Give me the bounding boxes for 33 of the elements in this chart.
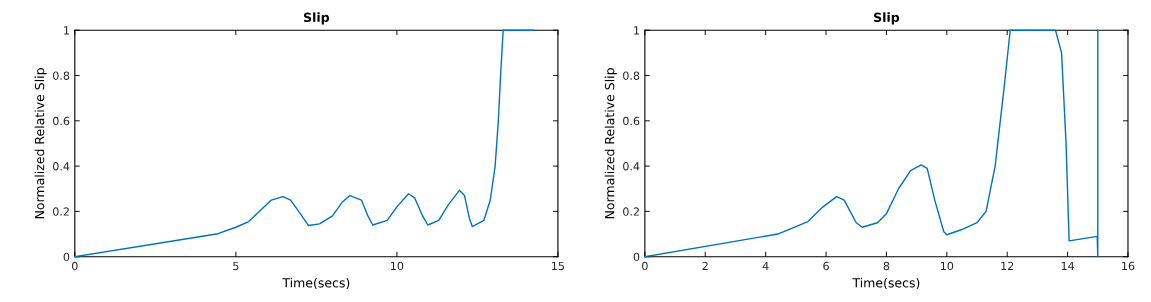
chart-title: Slip <box>304 12 330 25</box>
x-tick-label: 8 <box>883 261 890 271</box>
y-tick-label: 1 <box>64 26 69 35</box>
x-tick-label: 12 <box>1001 261 1014 270</box>
y-tick-label: 0 <box>633 252 640 262</box>
x-tick-label: 15 <box>552 261 565 271</box>
y-axis-title: Normalized Relative Slip <box>34 68 47 219</box>
x-tick-label: 2 <box>702 261 708 270</box>
y-tick-label: 0.6 <box>623 116 640 126</box>
y-tick-label: 0.4 <box>623 162 640 171</box>
y-tick-label: 0.8 <box>53 71 70 80</box>
x-axis-title: Time(secs) <box>852 277 920 290</box>
x-tick-label: 14 <box>1061 261 1075 270</box>
x-tick-label: 4 <box>762 261 769 270</box>
x-tick-label: 5 <box>233 261 239 271</box>
chart-title: Slip <box>874 12 900 25</box>
y-tick-label: 0.6 <box>53 116 70 126</box>
line-series <box>644 29 1099 258</box>
x-tick-label: 0 <box>642 261 648 271</box>
x-tick-label: 0 <box>72 261 78 271</box>
y-tick-label: 0 <box>63 252 70 262</box>
x-tick-label: 10 <box>940 261 954 271</box>
y-tick-label: 1 <box>634 26 639 35</box>
y-tick-label: 0.2 <box>623 207 639 216</box>
x-tick-label: 10 <box>391 261 404 271</box>
x-axis-title: Time(secs) <box>282 277 350 290</box>
y-axis-title: Normalized Relative Slip <box>604 68 617 219</box>
y-tick-label: 0.2 <box>53 207 69 216</box>
y-tick-label: 0.8 <box>623 71 640 80</box>
y-tick-label: 0.4 <box>53 162 70 171</box>
x-tick-label: 6 <box>823 261 829 271</box>
x-tick-label: 16 <box>1122 261 1135 271</box>
line-series <box>74 29 535 258</box>
